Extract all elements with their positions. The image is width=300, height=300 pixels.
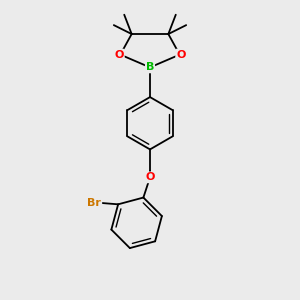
Text: Br: Br bbox=[87, 198, 101, 208]
Text: B: B bbox=[146, 62, 154, 72]
Text: O: O bbox=[114, 50, 124, 60]
Text: O: O bbox=[176, 50, 186, 60]
Text: O: O bbox=[145, 172, 155, 182]
